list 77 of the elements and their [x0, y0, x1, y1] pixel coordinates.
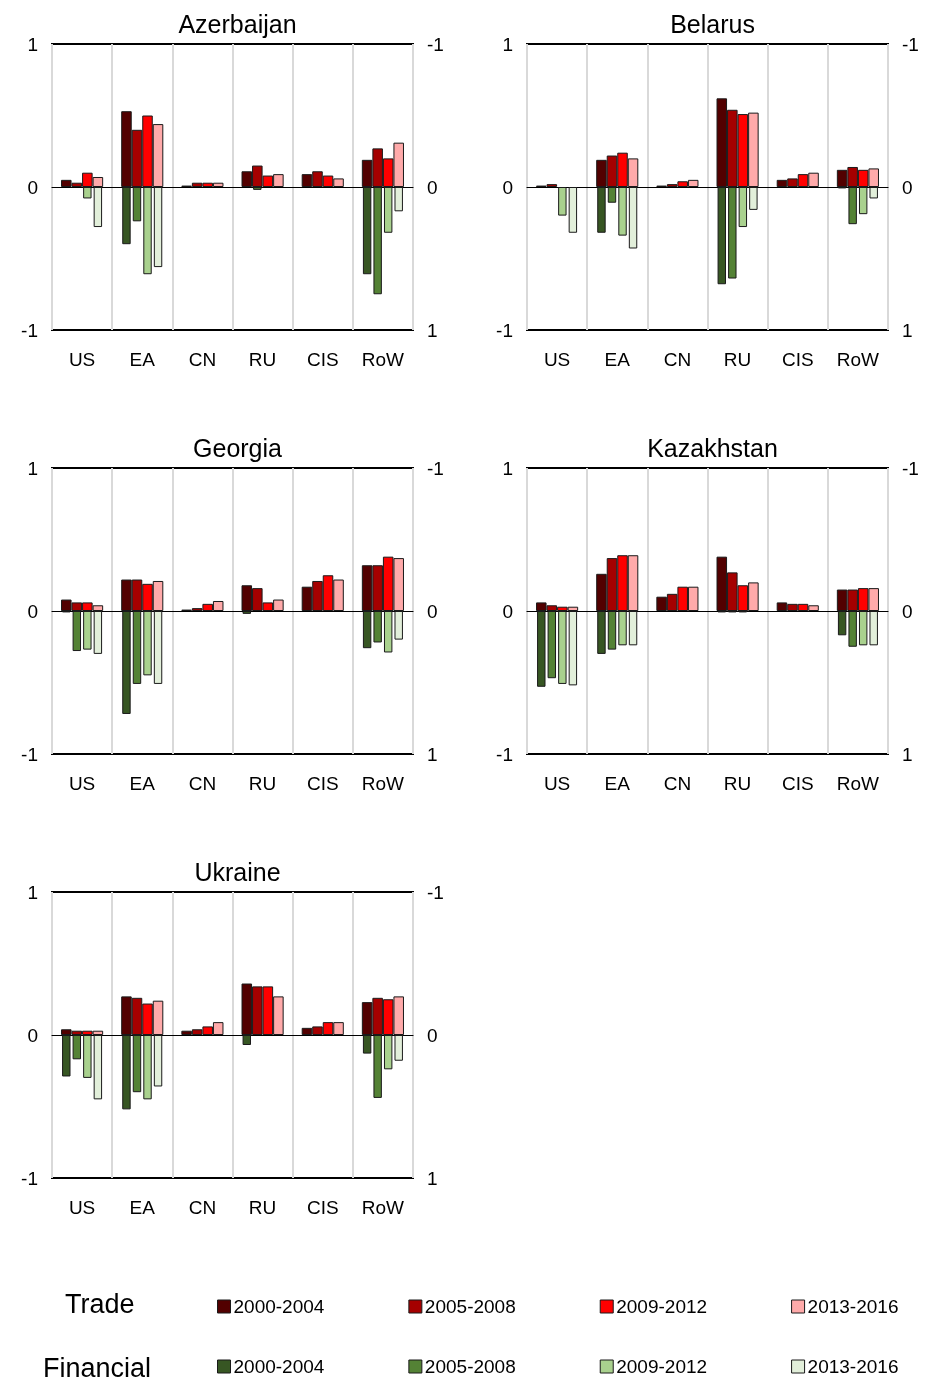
x-tick-label: RU [723, 349, 752, 370]
y2-tick-label: 0 [427, 176, 438, 198]
x-tick-label: CN [188, 773, 217, 794]
y2-tick-label: -1 [427, 33, 444, 55]
legend-label: 2009-2012 [616, 1296, 708, 1317]
x-tick-label: CN [663, 349, 692, 370]
y2-tick-label: 1 [427, 319, 438, 341]
y2-tick-label: -1 [902, 33, 919, 55]
legend-label: 2013-2016 [807, 1356, 899, 1377]
x-tick-label: US [68, 1197, 96, 1218]
chart-title: Georgia [193, 433, 283, 462]
x-tick-label: CIS [306, 773, 339, 794]
legend-label: 2005-2008 [424, 1296, 516, 1317]
x-tick-label: CIS [306, 1197, 339, 1218]
y-tick-label: -1 [21, 319, 38, 341]
x-tick-label: US [68, 349, 96, 370]
chart-title: Ukraine [194, 857, 281, 886]
y2-tick-label: 0 [427, 600, 438, 622]
y-tick-label: 1 [27, 881, 38, 903]
legend-label: 2005-2008 [424, 1356, 516, 1377]
x-tick-label: RoW [836, 349, 880, 370]
x-tick-label: RoW [361, 773, 405, 794]
x-tick-label: EA [129, 349, 156, 370]
chart-title: Azerbaijan [178, 9, 297, 38]
x-tick-label: EA [129, 1197, 156, 1218]
x-tick-label: EA [129, 773, 156, 794]
legend-label: 2013-2016 [807, 1296, 899, 1317]
legend-label: 2000-2004 [233, 1296, 325, 1317]
legend-label: 2009-2012 [616, 1356, 708, 1377]
x-tick-label: CIS [781, 349, 814, 370]
x-tick-label: US [543, 349, 571, 370]
y-tick-label: 1 [27, 33, 38, 55]
y2-tick-label: -1 [427, 457, 444, 479]
x-tick-label: CIS [306, 349, 339, 370]
y-tick-label: -1 [496, 319, 513, 341]
x-tick-label: EA [604, 349, 631, 370]
x-tick-label: CN [663, 773, 692, 794]
y2-tick-label: -1 [427, 881, 444, 903]
x-tick-label: RU [723, 773, 752, 794]
x-tick-label: US [543, 773, 571, 794]
y-tick-label: -1 [21, 743, 38, 765]
y-tick-label: -1 [496, 743, 513, 765]
y-tick-label: 1 [27, 457, 38, 479]
x-tick-label: EA [604, 773, 631, 794]
y2-tick-label: 0 [427, 1024, 438, 1046]
y2-tick-label: 1 [427, 743, 438, 765]
x-tick-label: CN [188, 349, 217, 370]
y-tick-label: 0 [27, 1024, 38, 1046]
y2-tick-label: 1 [902, 319, 913, 341]
y2-tick-label: 1 [902, 743, 913, 765]
x-tick-label: RoW [361, 349, 405, 370]
x-tick-label: CIS [781, 773, 814, 794]
y-tick-label: -1 [21, 1167, 38, 1189]
y-tick-label: 1 [502, 33, 513, 55]
x-tick-label: RoW [836, 773, 880, 794]
y-tick-label: 1 [502, 457, 513, 479]
y2-tick-label: 0 [902, 176, 913, 198]
y-tick-label: 0 [502, 600, 513, 622]
text: Financial [43, 1352, 152, 1383]
legend-label: 2000-2004 [233, 1356, 325, 1377]
text: Trade [65, 1288, 135, 1319]
x-tick-label: US [68, 773, 96, 794]
chart-title: Belarus [670, 9, 755, 38]
y2-tick-label: 0 [902, 600, 913, 622]
chart-title: Kazakhstan [647, 433, 778, 462]
y2-tick-label: -1 [902, 457, 919, 479]
x-tick-label: RU [248, 349, 277, 370]
y-tick-label: 0 [502, 176, 513, 198]
x-tick-label: CN [188, 1197, 217, 1218]
y2-tick-label: 1 [427, 1167, 438, 1189]
x-tick-label: RU [248, 773, 277, 794]
bar [568, 187, 578, 233]
y-tick-label: 0 [27, 176, 38, 198]
x-tick-label: RoW [361, 1197, 405, 1218]
x-tick-label: RU [248, 1197, 277, 1218]
y-tick-label: 0 [27, 600, 38, 622]
bar [558, 187, 567, 216]
